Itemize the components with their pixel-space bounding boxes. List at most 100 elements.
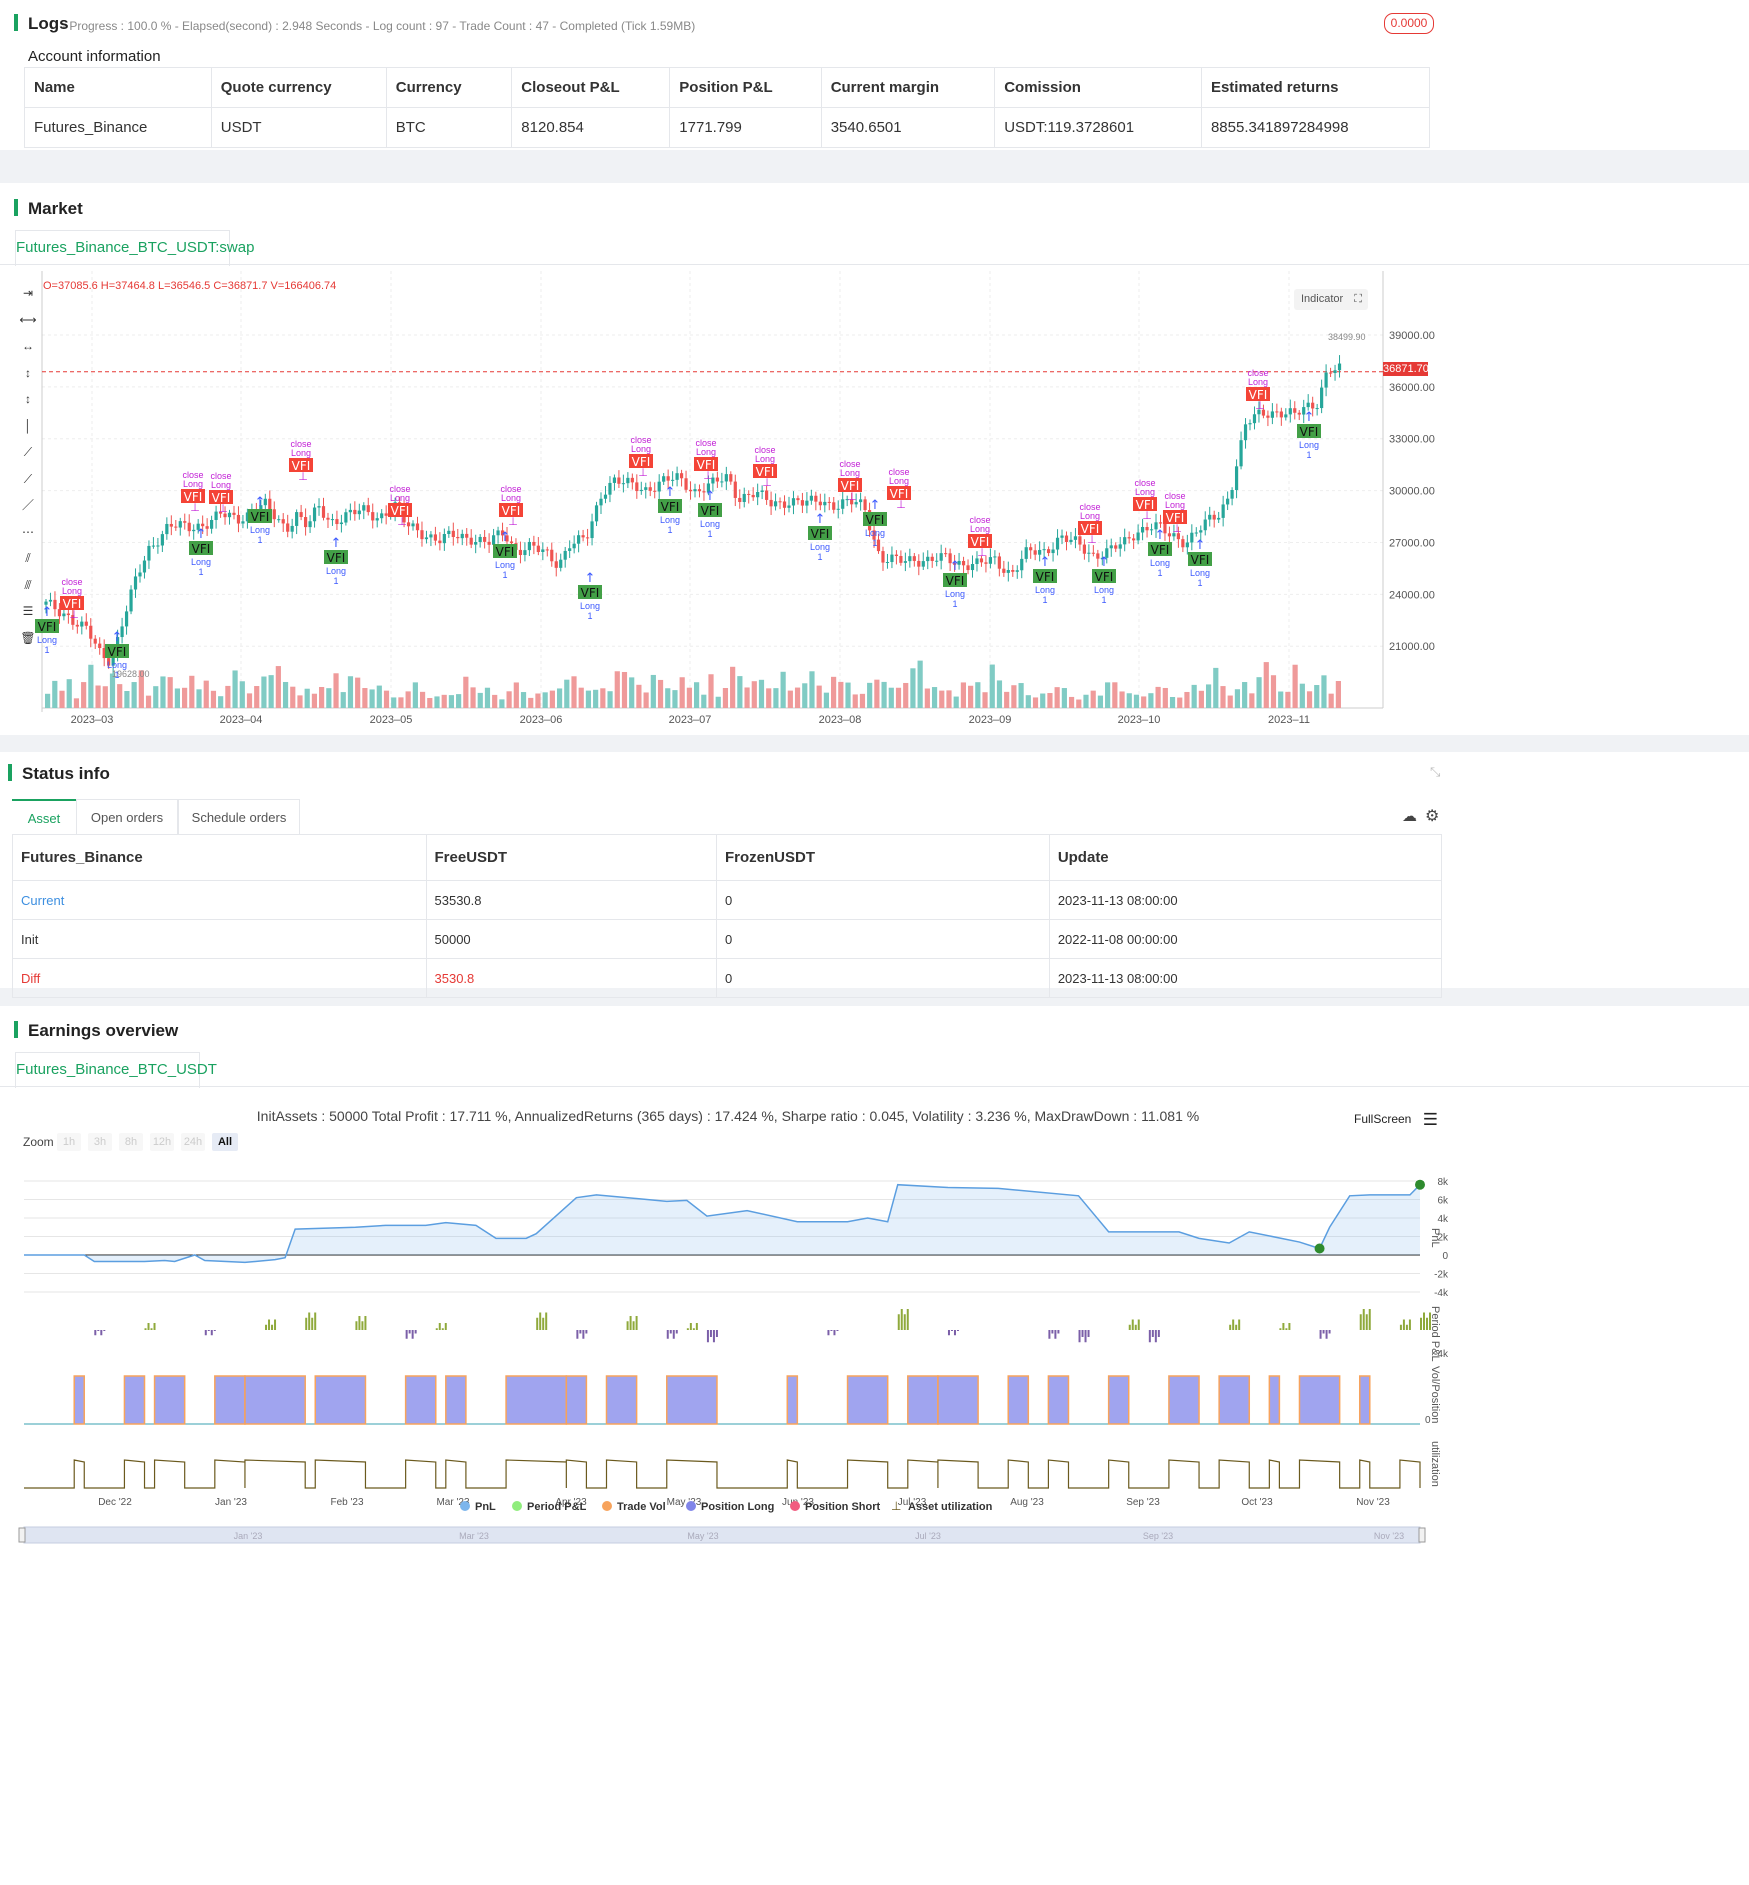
x-tick-label: Nov '23 [1356,1497,1390,1508]
position-long-block [605,1375,638,1425]
volume-bar [1328,693,1334,708]
period-pnl-bar [213,1330,216,1331]
trend-segment-icon[interactable]: ⟋ [23,471,33,486]
candle [778,497,782,510]
candle [1114,542,1118,553]
candle [1337,355,1342,378]
candle [666,469,670,490]
arrow-down-icon: ⊥ [1087,533,1097,546]
horizontal-segment-icon[interactable]: ⟷ [19,312,37,327]
candle [165,517,169,540]
trash-icon[interactable]: 🗑 [20,630,36,645]
candle [1284,408,1288,421]
candle [536,537,540,556]
volume-bar [340,692,346,708]
vertical-segment-icon[interactable]: ↕ [25,392,31,406]
navigator-tick-label: Mar '23 [459,1531,489,1541]
candle [894,550,899,565]
x-tick-label: 2023–03 [71,714,114,726]
candle [218,503,223,518]
volume-bar [95,685,101,708]
fib-levels-icon[interactable]: ☰ [22,604,34,618]
zoom-button-All[interactable]: All [212,1133,238,1151]
gear-icon[interactable]: ⚙ [1425,808,1440,825]
volume-bar [520,692,527,708]
period-pnl-bar [97,1330,100,1331]
horizontal-ray-icon[interactable]: ⇥ [22,286,34,300]
candle [720,472,724,488]
pnl-axis-title: PnL [1429,1228,1441,1248]
volume-bar [809,671,815,708]
volume-bar [362,688,368,708]
period-pnl-bar [1328,1330,1331,1334]
close-label: close [500,484,521,494]
period-pnl-bar [438,1323,441,1330]
collapse-icon[interactable]: ⤡ [1430,764,1441,779]
extended-line-icon[interactable]: ↔ [22,339,34,353]
status-tab-open-orders[interactable]: Open orders [76,799,178,834]
market-symbol-tab[interactable]: Futures_Binance_BTC_USDT:swap [15,230,254,266]
volume-bar [124,691,130,708]
qty-label: 1 [333,576,338,586]
candle [787,496,791,513]
zoom-label: Zoom [23,1135,54,1149]
close-label: close [1247,368,1268,378]
candle [483,530,487,549]
period-pnl-bar [950,1330,953,1331]
period-pnl-bar [1157,1330,1160,1337]
period-pnl-bar [1325,1330,1328,1339]
arrow-down-icon: ⊥ [298,470,308,483]
x-tick-label: Aug '23 [1010,1497,1044,1508]
zoom-button-8h[interactable]: 8h [119,1133,143,1151]
zoom-button-1h[interactable]: 1h [57,1133,81,1151]
parallel-channel-icon[interactable]: ⫽ [25,551,31,565]
candle [966,559,970,575]
volume-bar [939,690,945,708]
vertical-line-icon[interactable]: │ [24,418,32,433]
pnl-tick-label: -4k [1434,1288,1449,1299]
candle [210,515,214,534]
trend-line-icon[interactable]: ／ [21,498,34,512]
arrow-up-icon: ↑ [500,530,511,545]
price-range-icon[interactable]: ⋯ [22,524,34,539]
utilization-line [24,1459,1421,1489]
period-pnl-bar [314,1312,317,1330]
volume-bar [787,690,793,708]
candle [348,503,352,521]
trend-ray-icon[interactable]: ⟋ [23,445,33,459]
legend-item-trade-vol: Trade Vol [602,1501,666,1513]
volume-bar [1213,667,1219,708]
long-label: Long [889,476,909,486]
earnings-symbol-tab[interactable]: Futures_Binance_BTC_USDT [15,1052,217,1088]
asset-cell: 50000 [426,919,718,959]
zoom-button-24h[interactable]: 24h [181,1133,205,1151]
period-pnl-bar [1057,1330,1060,1334]
zoom-button-3h[interactable]: 3h [88,1133,112,1151]
fullscreen-button[interactable]: FullScreen ☰ [1354,1110,1438,1130]
download-icon[interactable]: ☁ [1402,808,1417,825]
candle [1257,401,1261,423]
vertical-ray-icon[interactable]: ↕ [25,365,31,380]
x-tick-label: Oct '23 [1241,1497,1273,1508]
zoom-button-12h[interactable]: 12h [150,1133,174,1151]
indicator-button[interactable]: Indicator ⛶ [1294,289,1368,310]
candlestick-chart[interactable]: 39000.00 36000.00 33000.00 30000.00 27000.00… [0,271,1749,731]
candle [205,518,209,536]
account-header-cell: Estimated returns [1200,67,1431,108]
status-tab-label: Asset [27,811,61,826]
period-pnl-bar [1084,1330,1087,1343]
volume-bar [1184,691,1190,708]
pitchfork-icon[interactable]: ⫻ [24,577,32,592]
volume-bar [1242,682,1248,708]
candle [921,552,925,570]
earnings-summary: InitAssets : 50000 Total Profit : 17.711… [256,1108,1200,1124]
vfi-label: VFI [1151,543,1170,557]
status-tab-asset[interactable]: Asset [12,799,76,834]
volume-bar [419,691,426,708]
asset-row: Diff 3530.8 0 2023-11-13 08:00:00 [12,958,1443,998]
candle [747,490,751,504]
status-tab-schedule-orders[interactable]: Schedule orders [178,799,300,834]
